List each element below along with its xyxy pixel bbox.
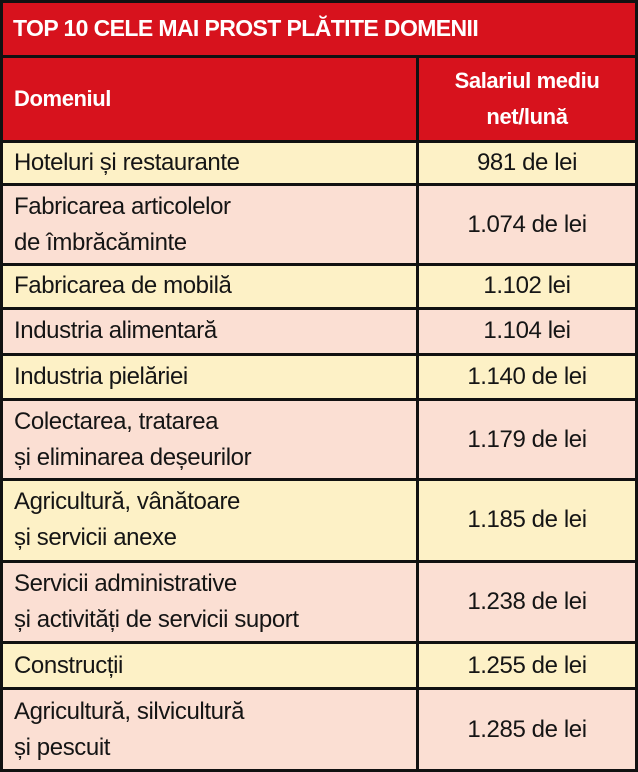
cell-text: Fabricarea articolelor <box>14 192 231 220</box>
cell-text: Fabricarea de mobilă <box>14 272 232 300</box>
cell-text: 1.238 de lei <box>467 588 587 616</box>
table-cell: Hoteluri și restaurante <box>3 143 416 184</box>
table-cell: Agricultură, vânătoare și servicii anexe <box>3 481 416 560</box>
cell-text: Industria pielăriei <box>14 363 188 391</box>
cell-text: 1.185 de lei <box>467 506 587 534</box>
table-cell: Fabricarea articolelor de îmbrăcăminte <box>3 186 416 263</box>
cell-text: Colectarea, tratarea <box>14 407 219 435</box>
table-title: TOP 10 CELE MAI PROST PLĂTITE DOMENII <box>3 3 635 55</box>
cell-text: net/lună <box>486 104 568 130</box>
table-row: Industria alimentară 1.104 lei <box>3 309 635 353</box>
table-cell: Fabricarea de mobilă <box>3 265 416 307</box>
table-cell: 1.140 de lei <box>419 355 635 399</box>
cell-text: Agricultură, vânătoare <box>14 488 240 516</box>
cell-text: 1.285 de lei <box>467 715 587 743</box>
cell-text: de îmbrăcăminte <box>14 228 187 256</box>
cell-text: 981 de lei <box>476 149 578 177</box>
table-cell: 1.185 de lei <box>419 481 635 560</box>
table-cell: 1.104 lei <box>419 309 635 353</box>
cell-text: Agricultură, silvicultură <box>14 697 245 725</box>
cell-text: Hoteluri și restaurante <box>14 149 240 177</box>
cell-text: 1.255 de lei <box>467 651 587 679</box>
cell-text: 1.074 de lei <box>467 210 587 238</box>
table-cell: 981 de lei <box>419 143 635 184</box>
table-cell: Colectarea, tratarea și eliminarea deșeur… <box>3 401 416 479</box>
cell-text: și eliminarea deșeurilor <box>14 443 252 471</box>
table-row: Colectarea, tratarea și eliminarea deșeur… <box>3 401 635 479</box>
table-row: Servicii administrative și activități de … <box>3 562 635 642</box>
table-cell: Salariul mediu net/lună <box>419 57 635 141</box>
table-cell: 1.074 de lei <box>419 186 635 263</box>
cell-text: 1.104 lei <box>483 317 571 345</box>
cell-text: Servicii administrative <box>14 570 237 598</box>
table-row: Agricultură, vânătoare și servicii anexe 1… <box>3 481 635 560</box>
table-row: Agricultură, silvicultură și pescuit 1.285… <box>3 690 635 769</box>
table-cell: Industria alimentară <box>3 309 416 353</box>
table-row: Hoteluri și restaurante 981 de lei <box>3 143 635 184</box>
cell-text: Domeniul <box>14 86 112 112</box>
table-cell: Construcții <box>3 644 416 688</box>
table-cell: 1.238 de lei <box>419 562 635 642</box>
cell-text: și pescuit <box>14 733 111 761</box>
table-row: Fabricarea de mobilă 1.102 lei <box>3 265 635 307</box>
cell-text: Salariul mediu <box>454 68 600 94</box>
table-cell: Domeniul <box>3 57 416 141</box>
cell-text: 1.140 de lei <box>467 363 587 391</box>
cell-text: Industria alimentară <box>14 317 217 345</box>
table-cell: 1.102 lei <box>419 265 635 307</box>
table-row: Fabricarea articolelor de îmbrăcăminte 1.0… <box>3 186 635 263</box>
cell-text: Construcții <box>14 651 123 679</box>
cell-text: 1.102 lei <box>483 272 571 300</box>
table-cell: Industria pielăriei <box>3 355 416 399</box>
table-row: Domeniul Salariul mediu net/lună <box>3 57 635 141</box>
table-row: Construcții 1.255 de lei <box>3 644 635 688</box>
cell-text: și servicii anexe <box>14 524 177 552</box>
table-cell: Agricultură, silvicultură și pescuit <box>3 690 416 769</box>
table-cell: Servicii administrative și activități de … <box>3 562 416 642</box>
table-cell: 1.179 de lei <box>419 401 635 479</box>
cell-text: 1.179 de lei <box>467 425 587 453</box>
table-cell: 1.285 de lei <box>419 690 635 769</box>
table-cell: 1.255 de lei <box>419 644 635 688</box>
table-row: Industria pielăriei 1.140 de lei <box>3 355 635 399</box>
cell-text: și activități de servicii suport <box>14 606 299 634</box>
